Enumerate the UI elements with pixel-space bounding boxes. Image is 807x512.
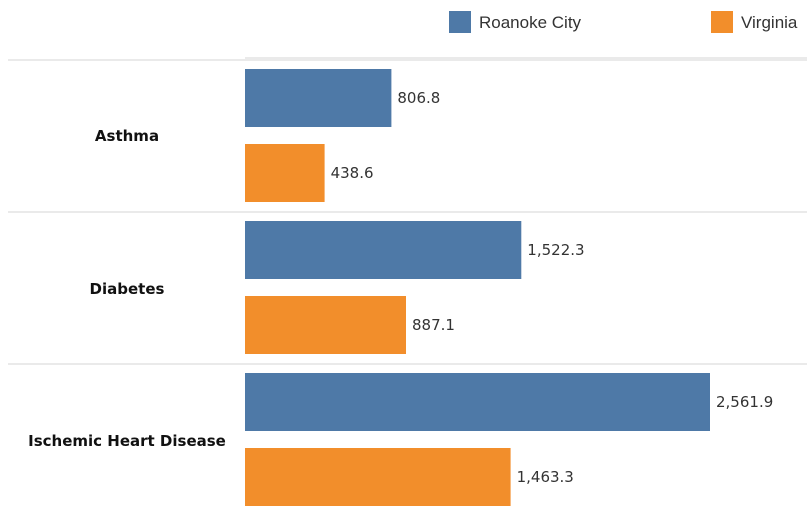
data-label-asthma-virginia: 438.6 (331, 164, 374, 182)
bar-diabetes-virginia (245, 296, 406, 354)
legend-swatch-roanoke-city (449, 11, 471, 33)
category-label-ischemic-heart-disease: Ischemic Heart Disease (28, 432, 226, 450)
legend-label-roanoke-city: Roanoke City (479, 13, 582, 32)
data-label-diabetes-roanoke-city: 1,522.3 (527, 241, 584, 259)
bar-diabetes-roanoke-city (245, 221, 522, 279)
legend-swatch-virginia (711, 11, 733, 33)
bar-asthma-virginia (245, 144, 325, 202)
bar-asthma-roanoke-city (245, 69, 392, 127)
data-label-ischemic-heart-disease-virginia: 1,463.3 (517, 468, 574, 486)
legend-item-roanoke-city[interactable]: Roanoke City (449, 11, 582, 33)
data-label-diabetes-virginia: 887.1 (412, 316, 455, 334)
legend: Roanoke City Virginia (449, 11, 798, 33)
bar-ischemic-heart-disease-virginia (245, 448, 511, 506)
category-label-diabetes: Diabetes (90, 280, 165, 298)
legend-label-virginia: Virginia (741, 13, 798, 32)
category-label-asthma: Asthma (95, 127, 159, 145)
bar-ischemic-heart-disease-roanoke-city (245, 373, 710, 431)
data-label-ischemic-heart-disease-roanoke-city: 2,561.9 (716, 393, 773, 411)
data-label-asthma-roanoke-city: 806.8 (397, 89, 440, 107)
legend-item-virginia[interactable]: Virginia (711, 11, 798, 33)
